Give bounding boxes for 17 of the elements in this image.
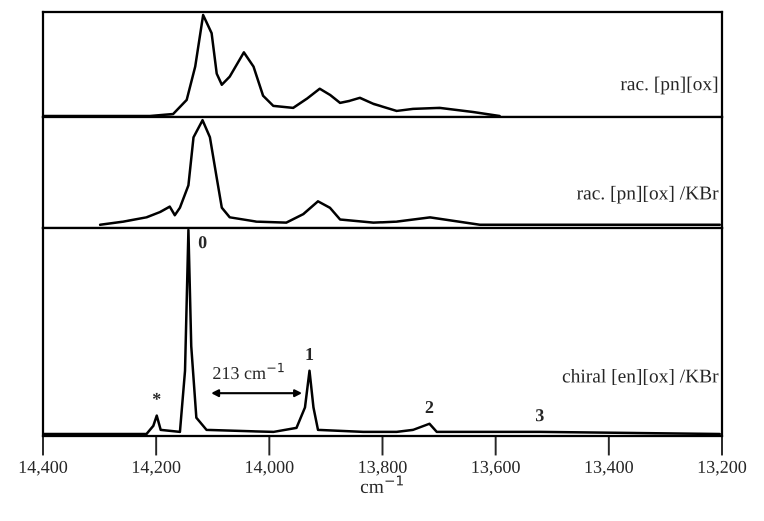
text: chiral [en][ox] /KBr xyxy=(562,368,718,386)
annotation: 1 xyxy=(306,348,314,360)
annotation: 3 xyxy=(536,409,544,422)
x-tick-label: 13,800 xyxy=(359,460,407,476)
x-tick-label: 14,200 xyxy=(132,460,180,476)
annotation: 0 xyxy=(198,236,206,248)
series-label: rac. [pn][ox] /KBr xyxy=(577,186,718,204)
annotation: 2 xyxy=(426,401,434,413)
x-tick-label: 13,400 xyxy=(586,460,633,476)
annotation: 213 cm$^{−1}$ xyxy=(213,362,284,380)
text: rac. [pn][ox] xyxy=(620,76,718,94)
x-tick-label: 13,200 xyxy=(698,460,746,476)
x-axis-title: cm$^{−1}$ xyxy=(360,476,403,494)
annotation: * xyxy=(152,392,160,400)
x-tick-label: 14,400 xyxy=(20,460,68,476)
x-tick-label: 13,600 xyxy=(472,460,520,476)
x-tick-label: 14,000 xyxy=(246,460,294,476)
